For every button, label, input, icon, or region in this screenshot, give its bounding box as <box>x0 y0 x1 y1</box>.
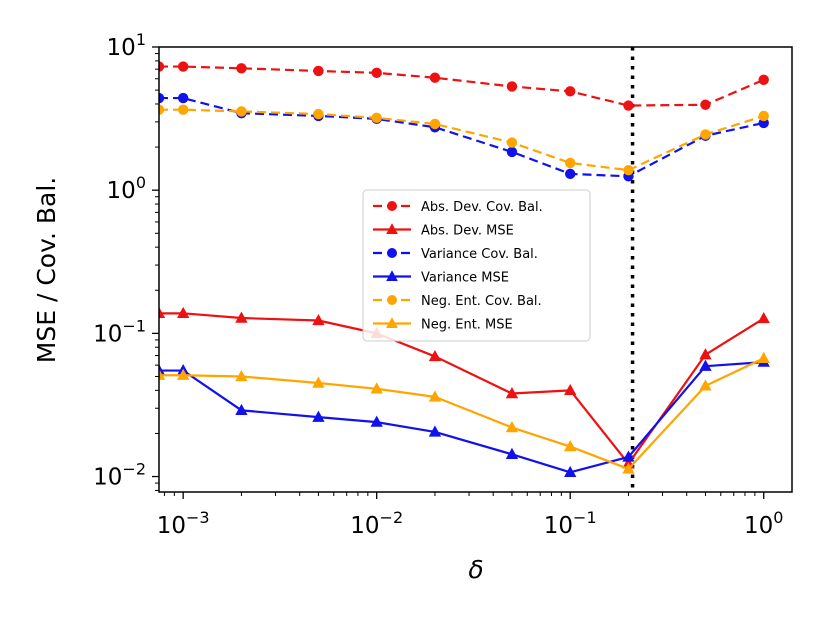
y-tick-label: 100 <box>107 173 146 204</box>
series-line <box>159 361 764 474</box>
legend-label: Neg. Ent. Cov. Bal. <box>421 294 542 309</box>
series-line <box>159 65 765 107</box>
data-point <box>699 379 712 391</box>
x-tick-label: 10−2 <box>350 508 403 539</box>
data-point <box>699 359 712 371</box>
data-point <box>564 440 577 452</box>
data-point <box>564 383 577 396</box>
series-line <box>159 108 765 172</box>
data-point <box>371 112 382 124</box>
legend-marker <box>386 317 398 328</box>
data-point <box>313 65 324 77</box>
data-point <box>370 415 383 427</box>
data-point <box>505 387 519 399</box>
data-point <box>159 104 165 115</box>
data-point <box>177 104 189 115</box>
data-point <box>505 447 519 459</box>
data-point <box>177 92 189 104</box>
plot-frame <box>158 46 793 493</box>
y-tick-label: 10−1 <box>93 316 146 347</box>
data-point <box>565 86 576 97</box>
legend-label: Variance MSE <box>421 271 509 286</box>
data-point <box>506 146 518 158</box>
data-point <box>236 63 247 74</box>
data-point <box>159 368 166 380</box>
legend-label: Abs. Dev. Cov. Bal. <box>421 200 543 215</box>
data-point <box>506 137 518 148</box>
data-point <box>177 368 190 380</box>
data-point <box>622 462 635 474</box>
data-point <box>428 390 442 402</box>
legend-marker <box>387 201 397 211</box>
data-point <box>623 164 634 176</box>
series-line <box>159 357 765 471</box>
data-point <box>236 106 247 117</box>
data-point <box>313 108 324 120</box>
legend: Abs. Dev. Cov. Bal. Abs. Dev. MSE Variance… <box>362 189 591 342</box>
legend-marker <box>387 248 397 258</box>
data-point <box>159 61 165 72</box>
data-point <box>565 157 576 169</box>
data-point <box>622 450 635 462</box>
data-layer <box>159 47 770 492</box>
data-point <box>177 61 189 72</box>
legend-label: Variance Cov. Bal. <box>421 247 538 262</box>
data-point <box>757 351 770 363</box>
y-tick-label: 10−2 <box>93 460 146 491</box>
data-point <box>429 72 441 83</box>
series-line <box>159 96 764 178</box>
x-tick-label: 10−3 <box>157 508 210 539</box>
data-point <box>235 369 248 382</box>
data-point <box>177 306 190 319</box>
y-axis-label: MSE / Cov. Bal. <box>32 177 61 363</box>
legend-marker <box>386 223 398 234</box>
data-point <box>312 410 325 422</box>
data-point <box>564 465 577 478</box>
legend-marker <box>386 270 398 281</box>
data-point <box>235 403 248 416</box>
legend-label: Abs. Dev. MSE <box>421 224 514 239</box>
data-point <box>428 425 442 437</box>
data-point <box>235 311 248 323</box>
data-point <box>429 118 441 130</box>
data-point <box>371 67 382 79</box>
legend-marker <box>387 295 397 305</box>
data-point <box>312 376 325 388</box>
data-point <box>312 313 325 326</box>
data-point <box>159 92 165 104</box>
legend-label: Neg. Ent. MSE <box>421 318 513 333</box>
data-point <box>758 74 769 86</box>
x-axis-label: δ <box>468 555 483 584</box>
x-tick-label: 10−1 <box>544 508 597 539</box>
data-point <box>565 168 576 180</box>
plot-area <box>159 47 770 492</box>
data-point <box>700 99 711 110</box>
data-point <box>758 110 769 122</box>
data-point <box>506 81 518 92</box>
data-point <box>505 421 519 433</box>
ticks-layer: 10−3 10−2 10−1 100 10−2 10−1 100 101 <box>93 30 783 539</box>
x-tick-label: 100 <box>744 508 783 539</box>
y-tick-label: 101 <box>107 30 146 61</box>
data-point <box>699 348 712 360</box>
data-point <box>159 306 166 319</box>
data-point <box>700 129 711 140</box>
legend-box <box>362 189 591 342</box>
data-point <box>623 100 634 111</box>
data-point <box>428 349 442 362</box>
data-point <box>757 312 770 324</box>
data-point <box>370 382 383 394</box>
